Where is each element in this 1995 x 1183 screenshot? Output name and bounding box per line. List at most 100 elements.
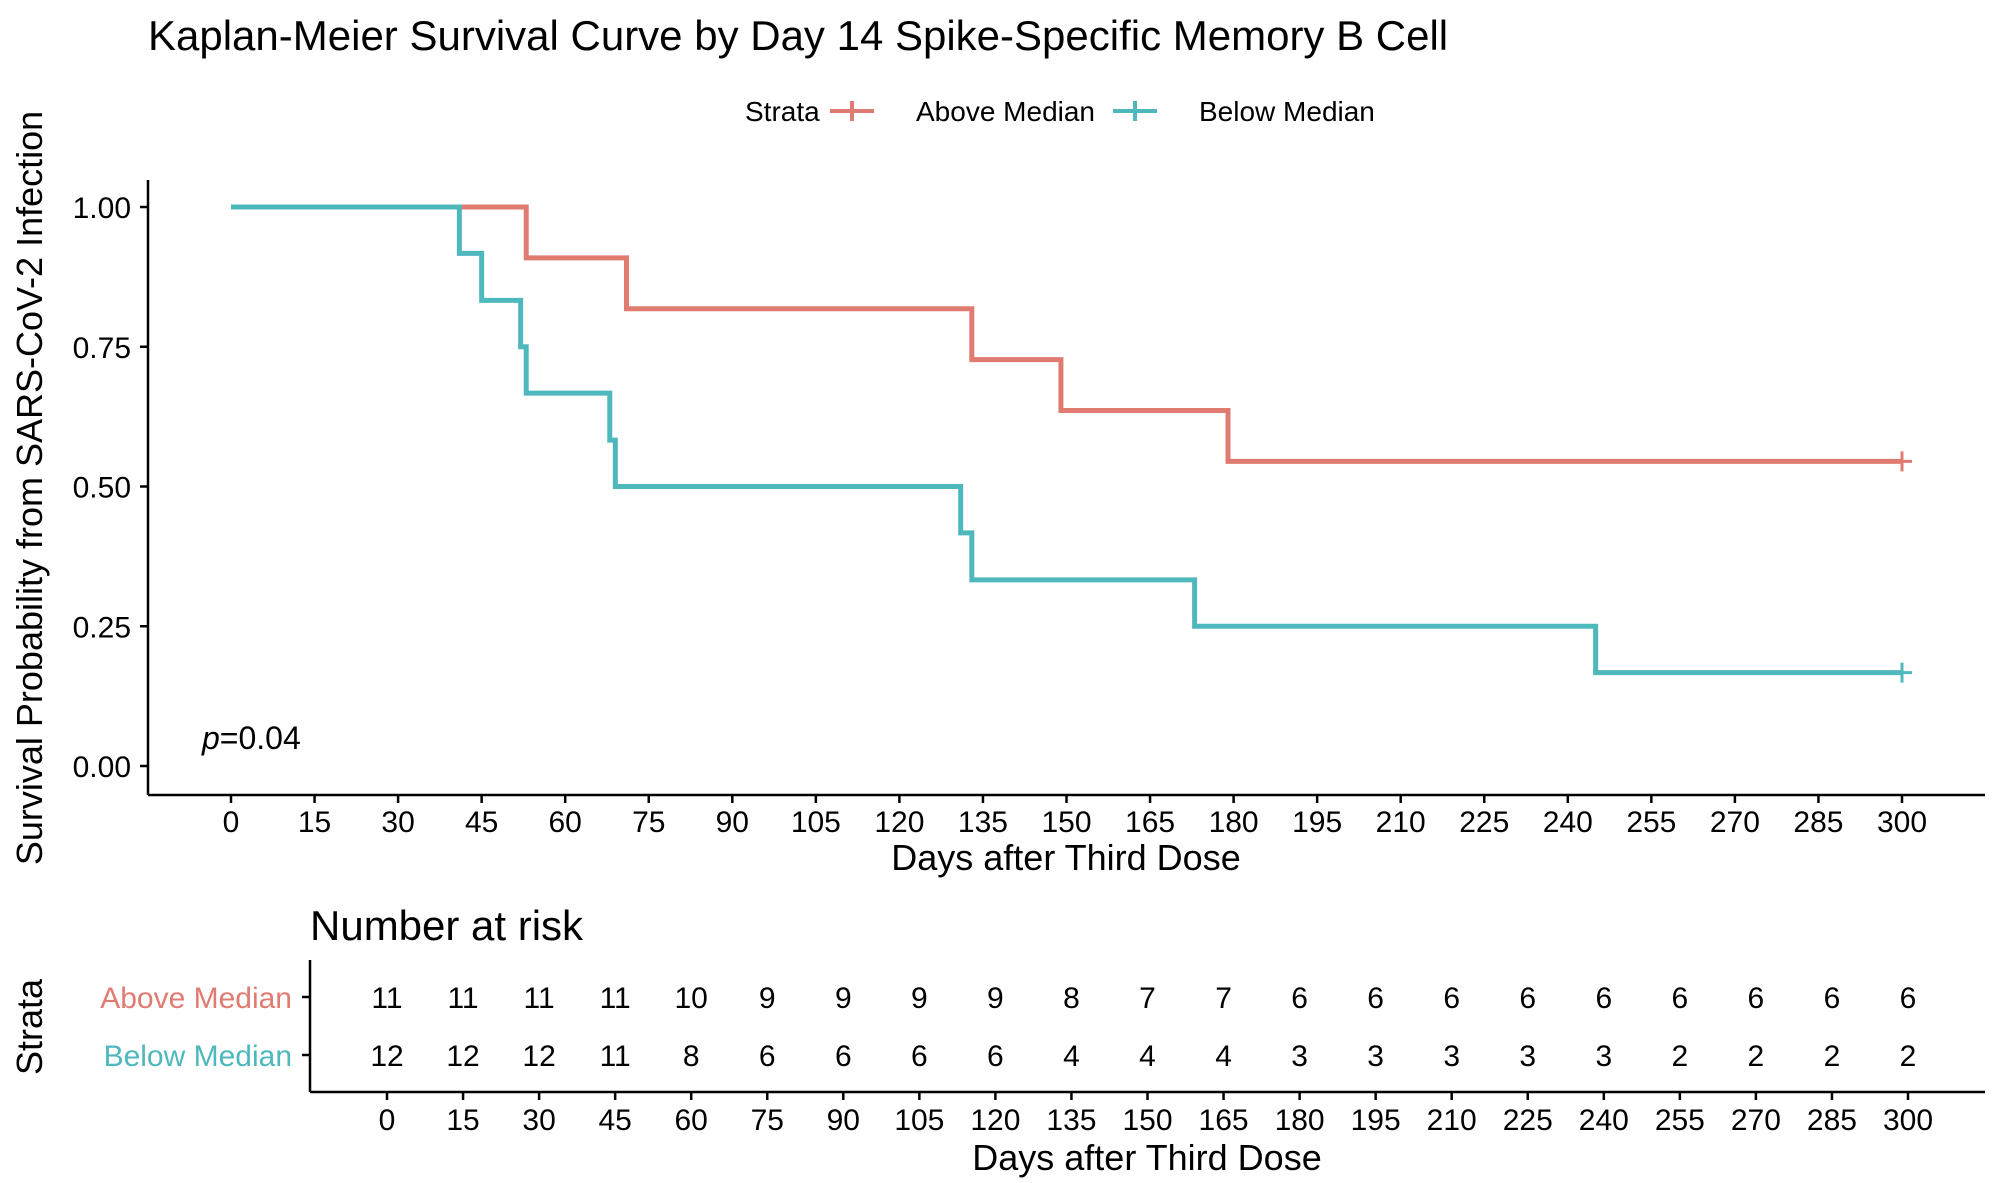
risk-cell-above-median: 6 [1367,982,1384,1015]
legend-label-below-median: Below Median [1199,96,1375,127]
risk-cell-above-median: 6 [1748,982,1765,1015]
x-tick-label: 195 [1292,806,1342,839]
risk-x-tick-label: 255 [1655,1104,1705,1137]
risk-x-tick-label: 60 [675,1104,708,1137]
x-tick-label: 270 [1710,806,1760,839]
risk-table-x-ticks: 0 15 30 45 60 75 90 105 120 135 150 165 180 195 210 225… [379,1092,1933,1137]
risk-cell-below-median: 6 [759,1040,776,1073]
risk-x-tick-label: 300 [1883,1104,1933,1137]
risk-x-tick-label: 30 [522,1104,555,1137]
legend-label-above-median: Above Median [916,96,1095,127]
p-value-annotation: p=0.04 [201,720,301,756]
risk-cell-above-median: 6 [1595,982,1612,1015]
risk-cell-above-median: 8 [1063,982,1080,1015]
risk-cell-below-median: 6 [835,1040,852,1073]
risk-table-rows: Above Median 11 11 11 11 10 9 9 9 9 8 7 7 6 6 6 6 6 6 6 6 6 Be… [100,982,1916,1073]
risk-row-label-below-median: Below Median [104,1040,292,1073]
risk-cell-below-median: 6 [911,1040,928,1073]
risk-cell-above-median: 6 [1900,982,1917,1015]
risk-x-tick-label: 15 [446,1104,479,1137]
y-axis-label: Survival Probability from SARS-CoV-2 Inf… [9,111,50,865]
x-tick-label: 105 [791,806,841,839]
y-tick-label: 0.75 [73,332,131,365]
risk-cell-below-median: 4 [1215,1040,1232,1073]
risk-cell-below-median: 6 [987,1040,1004,1073]
risk-cell-below-median: 12 [446,1040,479,1073]
risk-cell-below-median: 3 [1595,1040,1612,1073]
x-tick-label: 285 [1793,806,1843,839]
risk-cell-below-median: 3 [1367,1040,1384,1073]
risk-x-tick-label: 105 [894,1104,944,1137]
risk-x-tick-label: 90 [827,1104,860,1137]
risk-cell-below-median: 3 [1519,1040,1536,1073]
legend-title: Strata [745,96,820,127]
risk-x-tick-label: 285 [1807,1104,1857,1137]
risk-cell-above-median: 6 [1672,982,1689,1015]
risk-cell-above-median: 11 [447,982,478,1015]
risk-cell-above-median: 9 [911,982,928,1015]
legend: Strata Above Median Below Median [745,96,1375,127]
x-tick-label: 90 [716,806,749,839]
y-tick-label: 0.00 [73,751,131,784]
censor-mark-below-median [1892,662,1912,683]
x-tick-label: 60 [549,806,582,839]
x-tick-label: 75 [632,806,665,839]
risk-x-tick-label: 75 [751,1104,784,1137]
risk-x-tick-label: 165 [1199,1104,1249,1137]
risk-x-tick-label: 240 [1579,1104,1629,1137]
risk-cell-below-median: 2 [1824,1040,1841,1073]
x-tick-label: 120 [874,806,924,839]
x-tick-label: 255 [1626,806,1676,839]
risk-x-tick-label: 0 [379,1104,396,1137]
risk-table-x-label: Days after Third Dose [972,1137,1321,1178]
censor-mark-above-median [1892,451,1912,472]
y-axis-ticks: 0.00 0.25 0.50 0.75 1.00 [73,192,148,784]
risk-x-tick-label: 135 [1046,1104,1096,1137]
risk-x-tick-label: 210 [1427,1104,1477,1137]
risk-cell-below-median: 12 [522,1040,555,1073]
risk-x-tick-label: 270 [1731,1104,1781,1137]
risk-cell-above-median: 7 [1215,982,1232,1015]
x-tick-label: 15 [298,806,331,839]
risk-cell-above-median: 9 [987,982,1004,1015]
x-tick-label: 240 [1543,806,1593,839]
risk-x-tick-label: 150 [1122,1104,1172,1137]
risk-x-tick-label: 180 [1275,1104,1325,1137]
risk-cell-above-median: 6 [1824,982,1841,1015]
risk-cell-above-median: 11 [600,982,631,1015]
legend-items: Above Median Below Median [830,96,1375,127]
x-axis-ticks: 0 15 30 45 60 75 90 105 120 135 150 165 180 195 210 225… [223,795,1927,839]
risk-cell-above-median: 6 [1291,982,1308,1015]
x-tick-label: 165 [1125,806,1175,839]
series-line-above-median [231,204,1902,464]
risk-cell-above-median: 7 [1139,982,1156,1015]
y-tick-label: 0.25 [73,611,131,644]
x-tick-label: 300 [1877,806,1927,839]
x-tick-label: 45 [465,806,498,839]
x-tick-label: 180 [1209,806,1259,839]
risk-x-tick-label: 195 [1351,1104,1401,1137]
series-line-below-median [231,204,1902,676]
risk-cell-above-median: 11 [371,982,402,1015]
risk-cell-below-median: 2 [1900,1040,1917,1073]
y-tick-label: 1.00 [73,192,131,225]
x-axis-label: Days after Third Dose [891,837,1240,878]
risk-x-tick-label: 45 [598,1104,631,1137]
risk-x-tick-label: 120 [970,1104,1020,1137]
risk-cell-below-median: 2 [1748,1040,1765,1073]
y-tick-label: 0.50 [73,472,131,505]
survival-plot: 0.00 0.25 0.50 0.75 1.00 0 15 30 45 60 75 90 105 120… [9,111,1985,878]
p-value-symbol: p [201,720,220,756]
risk-cell-below-median: 12 [370,1040,403,1073]
x-tick-label: 225 [1459,806,1509,839]
risk-cell-below-median: 8 [683,1040,700,1073]
x-tick-label: 30 [381,806,414,839]
risk-table: Number at risk Strata Above Median 11 11 11… [9,902,1985,1178]
risk-cell-above-median: 9 [835,982,852,1015]
risk-cell-below-median: 2 [1672,1040,1689,1073]
survival-curves [231,204,1912,683]
risk-row-label-above-median: Above Median [100,982,292,1015]
risk-cell-above-median: 11 [524,982,555,1015]
x-tick-label: 135 [958,806,1008,839]
